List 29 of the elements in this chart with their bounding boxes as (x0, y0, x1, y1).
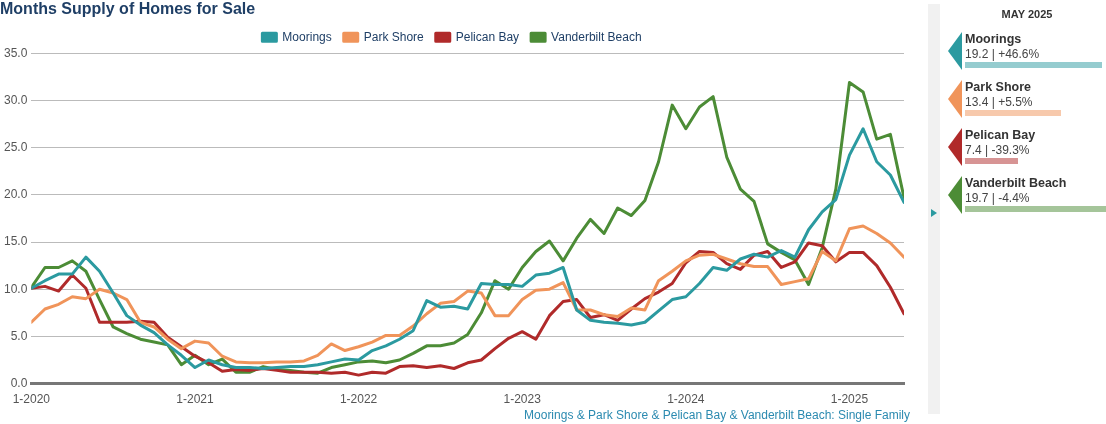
data-label: 19.7 | -4.4% (965, 191, 1030, 205)
chart-title: Months Supply of Homes for Sale (0, 0, 256, 18)
x-tick-label: 1-2020 (12, 392, 51, 407)
legend-label: Vanderbilt Beach (551, 29, 642, 44)
y-tick-label: 10.0 (4, 281, 28, 296)
y-tick-label: 15.0 (4, 234, 28, 249)
y-tick-label: 5.0 (10, 328, 28, 343)
category-label: Pelican Bay (965, 128, 1036, 142)
data-label: 13.4 | +5.5% (965, 95, 1033, 109)
y-tick-label: 30.0 (4, 92, 28, 107)
y-tick-label: 35.0 (4, 45, 28, 60)
legend-label: Moorings (282, 29, 332, 44)
data-label: 7.4 | -39.3% (965, 143, 1030, 157)
y-tick-label: 0.0 (10, 375, 28, 390)
y-tick-label: 25.0 (4, 139, 28, 154)
category-label: Park Shore (965, 80, 1032, 94)
category-label: Vanderbilt Beach (965, 176, 1067, 190)
text: MAY 2025 (1000, 8, 1054, 20)
data-label: 19.2 | +46.6% (965, 47, 1040, 61)
x-tick-label: 1-2025 (830, 392, 869, 407)
x-tick-label: 1-2024 (667, 392, 705, 407)
legend-label: Pelican Bay (455, 29, 520, 44)
x-tick-label: 1-2022 (339, 392, 378, 407)
x-tick-label: 1-2021 (176, 392, 214, 407)
y-tick-label: 20.0 (4, 187, 28, 202)
x-tick-label: 1-2023 (503, 392, 542, 407)
category-label: Moorings (965, 32, 1022, 46)
text: Moorings & Park Shore & Pelican Bay & Vanderbilt Beach: Single Family (524, 408, 910, 423)
legend-label: Park Shore (363, 29, 425, 44)
